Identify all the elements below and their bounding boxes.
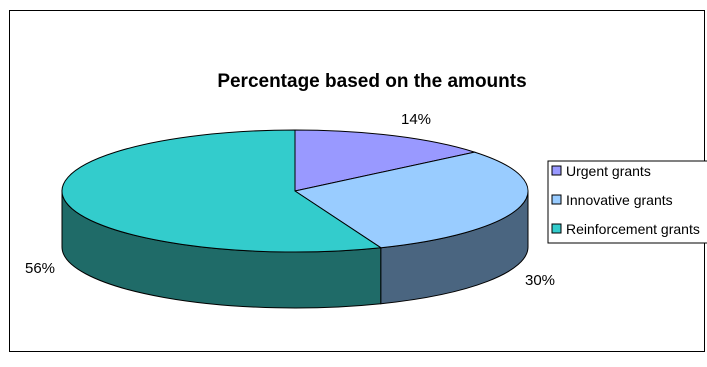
legend-label-innovative: Innovative grants <box>566 192 673 208</box>
pie-label-reinforcement: 56% <box>25 260 55 277</box>
legend-swatch-reinforcement <box>551 223 562 234</box>
pie-label-innovative: 30% <box>525 272 555 289</box>
legend-box <box>547 160 707 244</box>
legend-label-reinforcement: Reinforcement grants <box>566 221 700 237</box>
legend: Urgent grants Innovative grants Reinforc… <box>547 160 707 244</box>
legend-label-urgent: Urgent grants <box>566 163 651 179</box>
legend-swatch-urgent <box>551 165 562 176</box>
pie-slice-reinforcement <box>61 129 383 253</box>
pie-chart: Percentage based on the amounts 14% 30% 56… <box>25 71 707 309</box>
chart-area: Percentage based on the amounts 14% 30% 56… <box>9 10 707 352</box>
chart-title: Percentage based on the amounts <box>217 71 526 92</box>
legend-swatch-innovative <box>551 194 562 205</box>
pie-percentage-labels: 14% 30% 56% <box>25 111 555 289</box>
pie-label-urgent: 14% <box>401 111 431 128</box>
pie-slice-innovative <box>293 151 529 249</box>
pie-top-slices <box>61 129 529 253</box>
pie-slice-urgent <box>294 129 477 192</box>
